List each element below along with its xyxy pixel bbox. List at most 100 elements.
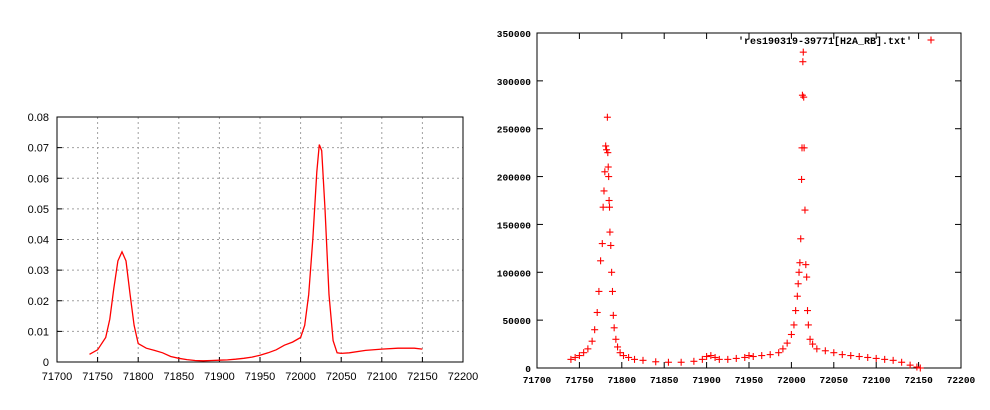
data-point: [690, 357, 698, 365]
right-y-tick-label: 100000: [497, 268, 532, 279]
left-x-axis: 71700 71750 71800 71850 71900 71950 72000 72050…: [42, 357, 479, 383]
data-point: [804, 321, 812, 329]
data-point: [801, 206, 809, 214]
data-point: [906, 361, 914, 369]
left-x-tick-label: 71800: [123, 371, 154, 383]
legend-marker: [927, 36, 935, 44]
data-point: [790, 321, 798, 329]
data-point: [889, 356, 897, 364]
right-x-tick-label: 72100: [862, 375, 891, 386]
data-point: [591, 326, 599, 334]
data-point: [604, 163, 612, 171]
data-point: [698, 355, 706, 363]
left-x-tick-label: 72200: [448, 371, 479, 383]
data-point: [749, 353, 757, 361]
data-point: [799, 58, 807, 66]
data-point: [758, 352, 766, 360]
data-point: [741, 353, 749, 361]
right-y-tick-label: 0: [525, 364, 531, 375]
left-x-tick-label: 71850: [164, 371, 195, 383]
data-point: [605, 173, 613, 181]
left-x-tick-label: 71900: [204, 371, 235, 383]
data-point: [913, 363, 921, 371]
data-point: [795, 268, 803, 276]
data-point: [612, 335, 620, 343]
data-point: [806, 335, 814, 343]
data-point: [595, 287, 603, 295]
right-x-tick-label: 71950: [735, 375, 764, 386]
left-y-tick-label: 0.01: [28, 326, 49, 338]
left-line-chart: 71700 71750 71800 71850 71900 71950 72000 72050…: [28, 112, 479, 383]
data-point: [601, 168, 609, 176]
left-y-tick-label: 0.02: [28, 296, 49, 308]
data-point: [603, 113, 611, 121]
left-series-line: [89, 144, 423, 362]
left-y-tick-label: 0.05: [28, 204, 49, 216]
data-point: [775, 349, 783, 357]
data-point: [872, 354, 880, 362]
data-point: [838, 351, 846, 359]
data-point: [567, 355, 575, 363]
data-point: [898, 358, 906, 366]
data-point: [571, 353, 579, 361]
data-point: [745, 352, 753, 360]
data-point: [800, 93, 808, 101]
data-point: [799, 48, 807, 56]
left-x-tick-label: 72000: [285, 371, 316, 383]
data-point: [787, 331, 795, 338]
data-point: [803, 273, 811, 281]
data-point: [804, 307, 812, 315]
data-point: [802, 261, 810, 269]
right-series-points: [567, 48, 924, 372]
data-point: [664, 358, 672, 366]
data-point: [881, 355, 889, 363]
right-x-tick-label: 71900: [692, 375, 721, 386]
data-point: [602, 142, 610, 150]
right-y-tick-label: 350000: [497, 29, 532, 40]
data-point: [606, 203, 614, 211]
data-point: [677, 358, 685, 366]
data-point: [584, 345, 592, 353]
right-x-tick-label: 72150: [904, 375, 933, 386]
right-y-tick-label: 300000: [497, 77, 532, 88]
right-plot-frame: [536, 32, 962, 369]
right-x-axis: 71700 71750 71800 71850 71900 71950 72000 72050…: [523, 33, 976, 386]
data-point: [600, 187, 608, 195]
data-point: [639, 356, 647, 364]
data-point: [783, 339, 791, 347]
data-point: [599, 203, 607, 211]
data-point: [605, 197, 613, 204]
legend-label: 'res190319-39771[H2A_RB].txt': [738, 36, 912, 48]
right-y-tick-label: 250000: [497, 125, 532, 136]
right-legend: 'res190319-39771[H2A_RB].txt': [738, 36, 935, 48]
right-x-tick-label: 71800: [608, 375, 637, 386]
left-x-tick-label: 72150: [407, 371, 438, 383]
left-x-tick-label: 71950: [245, 371, 276, 383]
left-x-tick-label: 71700: [42, 371, 73, 383]
data-point: [608, 287, 616, 295]
right-scatter-chart: 71700 71750 71800 71850 71900 71950 72000 72050…: [497, 29, 976, 386]
right-x-tick-label: 71750: [565, 375, 594, 386]
data-point: [711, 353, 719, 361]
data-point: [779, 345, 787, 353]
data-point: [608, 268, 616, 276]
right-y-tick-label: 200000: [497, 173, 532, 184]
left-y-tick-label: 0.07: [28, 143, 49, 155]
data-point: [793, 292, 801, 300]
right-x-tick-label: 72050: [820, 375, 849, 386]
data-point: [796, 259, 804, 267]
right-x-tick-label: 71850: [650, 375, 679, 386]
data-point: [724, 355, 732, 363]
data-point: [794, 280, 802, 288]
data-point: [580, 349, 588, 357]
data-point: [830, 349, 838, 357]
left-y-tick-label: 0.04: [28, 235, 49, 247]
data-point: [597, 257, 605, 265]
data-point: [609, 311, 617, 319]
data-point: [798, 175, 806, 183]
data-point: [703, 353, 711, 361]
data-point: [792, 307, 800, 315]
left-y-tick-label: 0.06: [28, 173, 49, 185]
right-y-axis: 0 50000 100000 150000 200000 250000 300000 3500…: [497, 29, 961, 375]
